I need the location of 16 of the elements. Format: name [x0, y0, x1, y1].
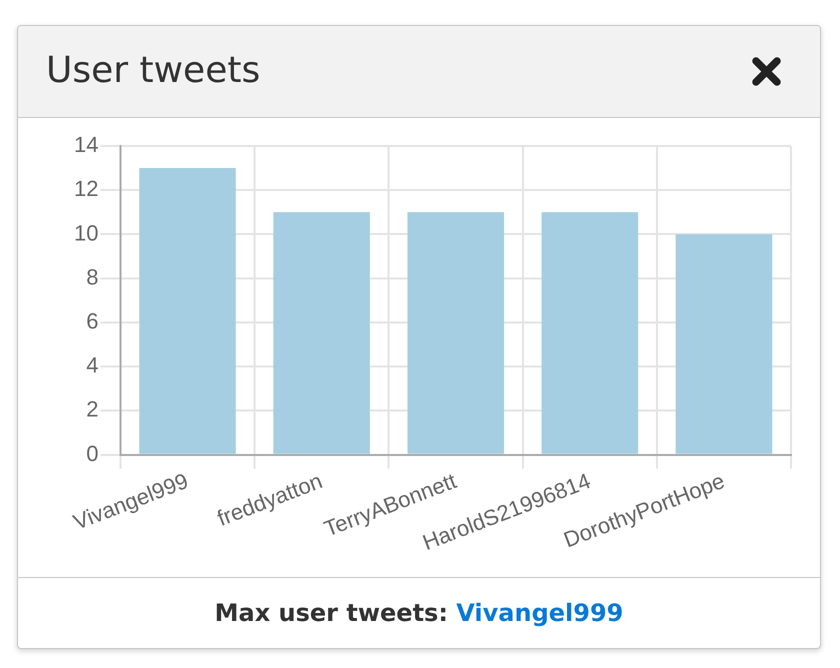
y-tick-label: 2: [86, 396, 98, 422]
y-tick-label: 10: [74, 220, 98, 246]
y-tick-label: 4: [86, 352, 98, 378]
y-tick-label: 6: [86, 308, 98, 334]
y-tick-label: 8: [86, 264, 98, 290]
bar: [542, 212, 638, 454]
y-tick-label: 14: [74, 132, 98, 158]
text: Max user tweets:: [214, 598, 448, 628]
bar: [407, 212, 504, 454]
bar: [139, 168, 236, 454]
chart-title: User tweets: [46, 49, 260, 93]
text: Vivangel999: [455, 598, 624, 628]
bar: [273, 212, 370, 454]
y-tick-label: 12: [74, 176, 98, 202]
bar: [676, 234, 772, 454]
y-tick-label: 0: [86, 440, 98, 466]
